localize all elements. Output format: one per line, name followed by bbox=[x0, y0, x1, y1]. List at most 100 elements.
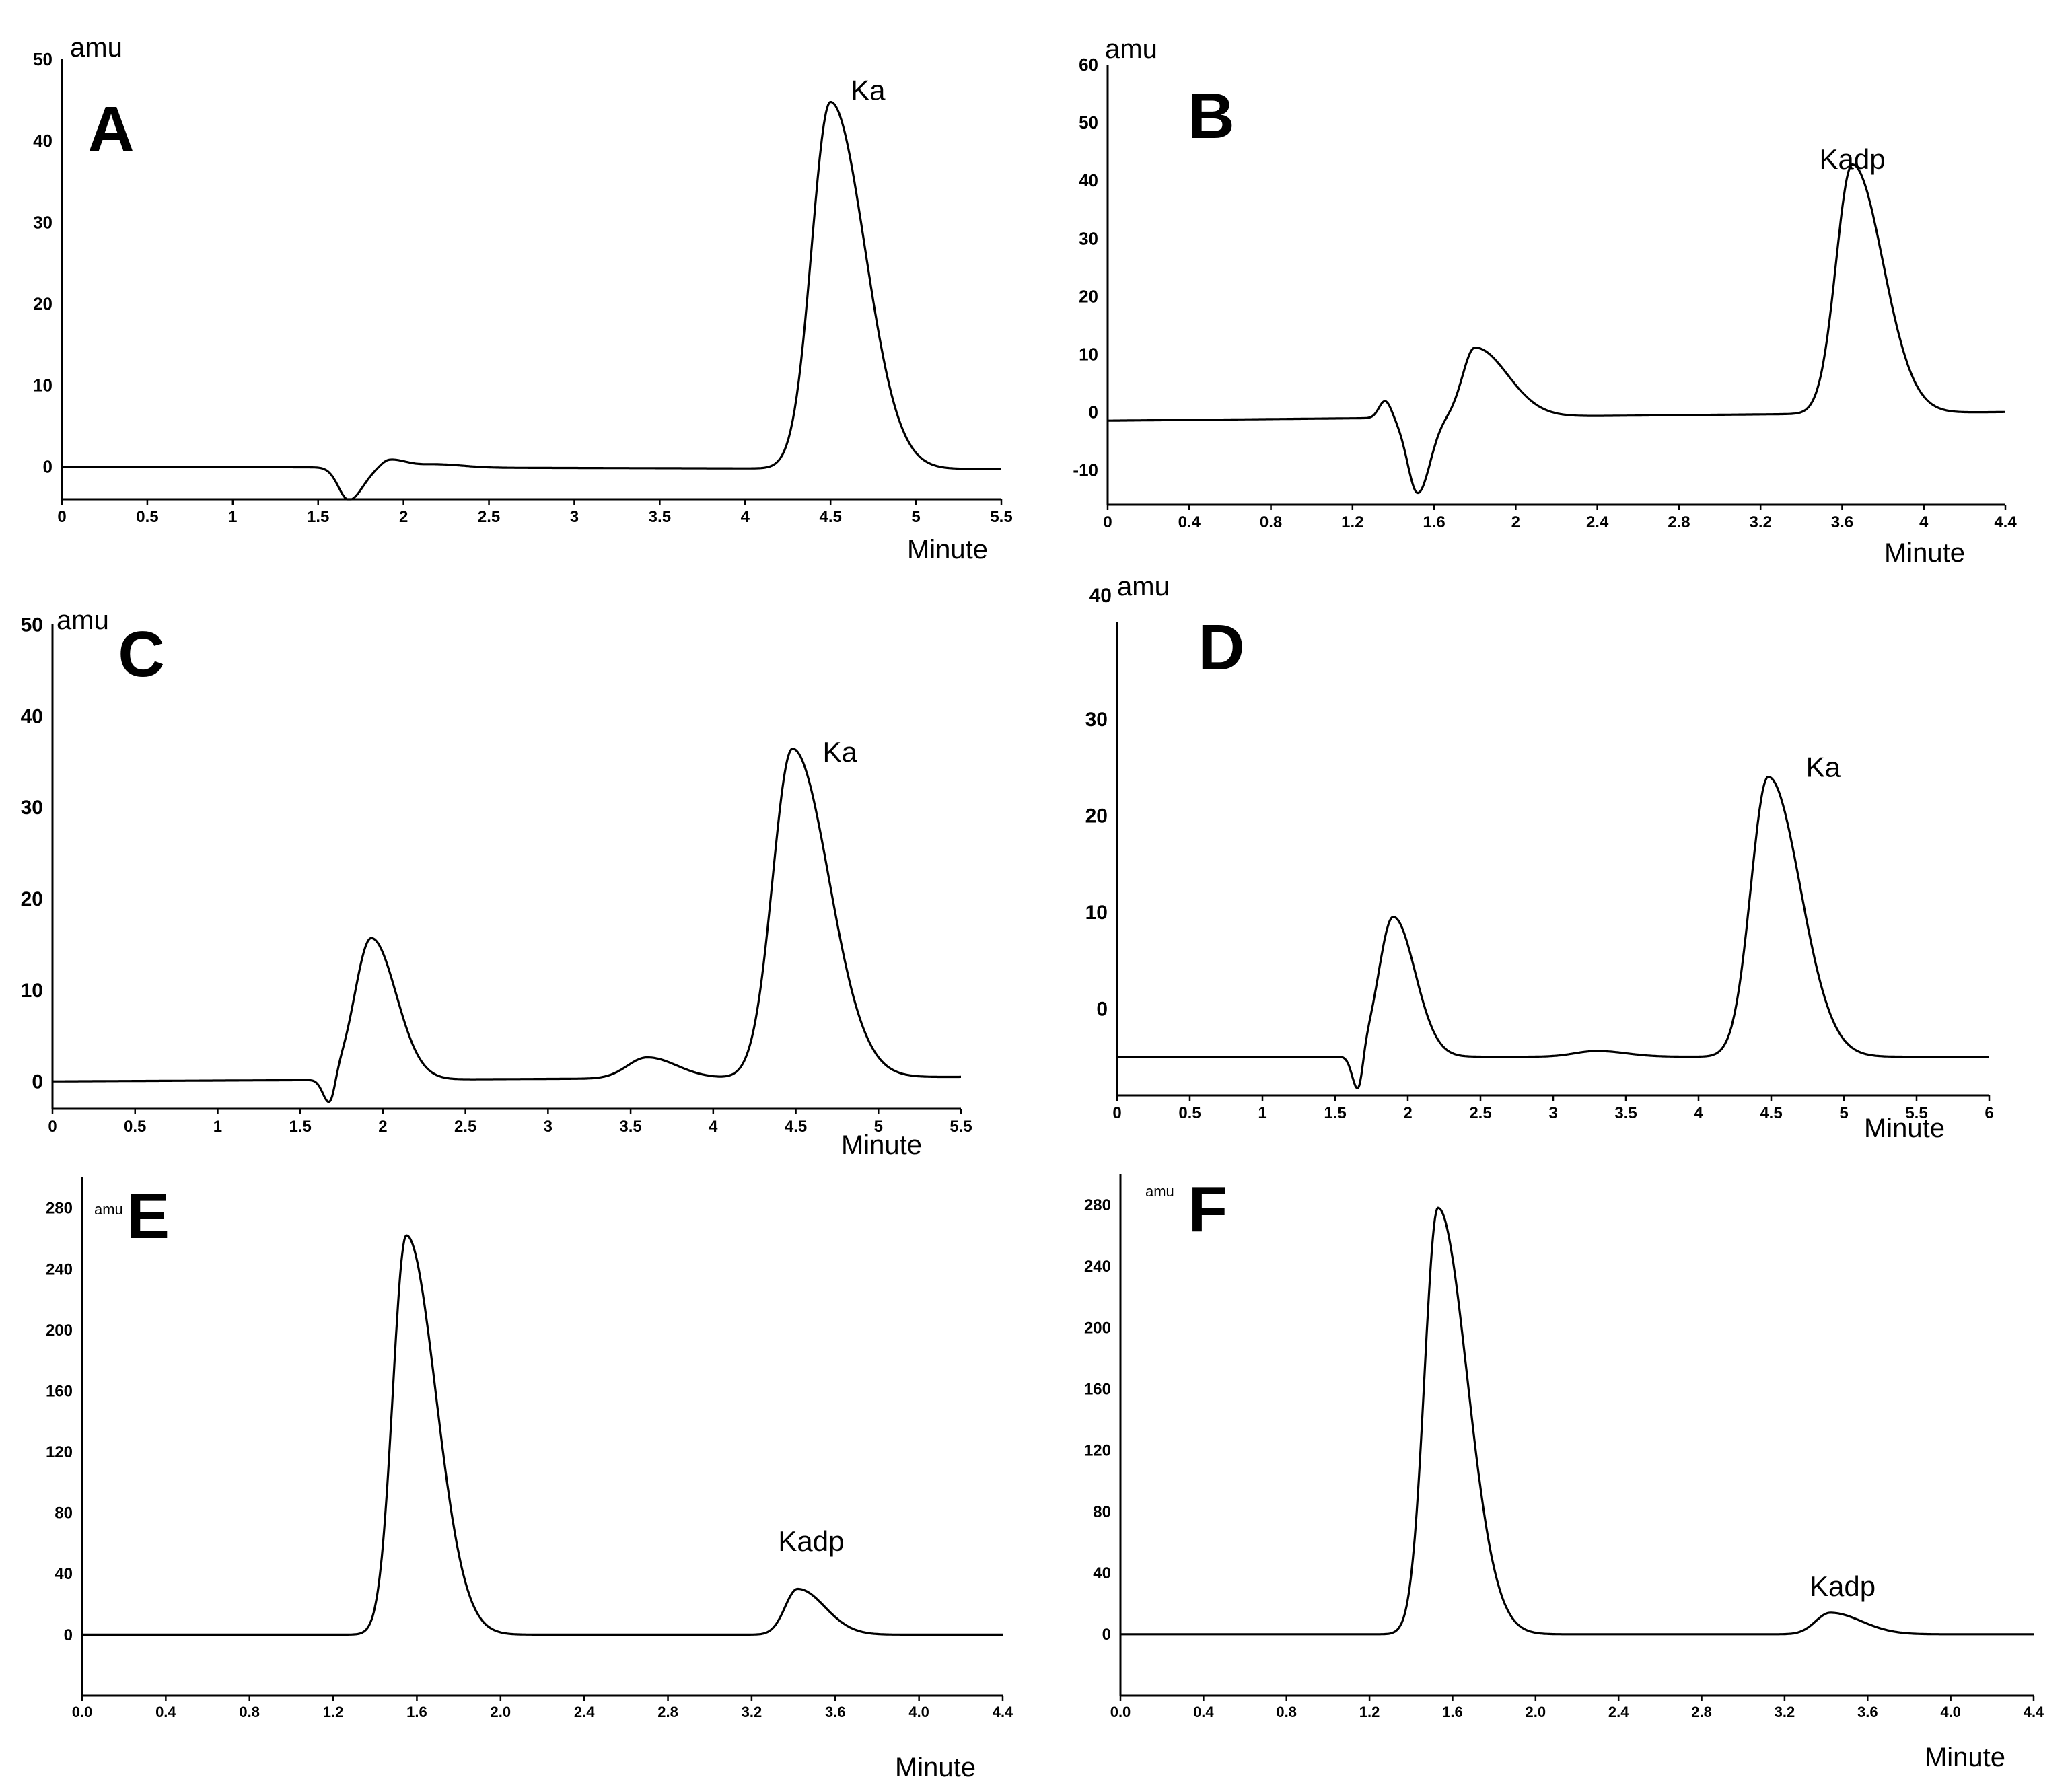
chart-panel-a: 0 0.5 1 1.5 2 2.5 3 3.5 4 4.5 5 5.5 0 10 20 30 40 50 amu A M… bbox=[33, 33, 1013, 565]
y-tick-label: 80 bbox=[1093, 1503, 1111, 1521]
y-tick-label: 50 bbox=[1079, 112, 1098, 133]
x-tick-label: 1.6 bbox=[1423, 513, 1445, 532]
y-tick-label: 30 bbox=[1079, 228, 1098, 248]
x-tick-label: 3.5 bbox=[649, 508, 671, 526]
y-tick-label: 20 bbox=[1085, 805, 1108, 827]
x-tick-label: 4.4 bbox=[2024, 1704, 2044, 1720]
y-tick-label: 0 bbox=[64, 1626, 73, 1644]
x-tick-label: 0.5 bbox=[124, 1118, 146, 1136]
x-tick-label: 1.6 bbox=[1442, 1704, 1463, 1720]
y-unit-label: amu bbox=[94, 1201, 123, 1218]
x-tick-label: 0 bbox=[48, 1118, 57, 1136]
chromatogram-trace bbox=[62, 101, 1001, 501]
x-tick-label: 2.0 bbox=[1526, 1704, 1546, 1720]
panel-letter: B bbox=[1188, 80, 1234, 152]
y-tick-label: 40 bbox=[21, 705, 43, 727]
x-tick-label: 0.4 bbox=[1193, 1704, 1214, 1720]
x-tick-label: 0.4 bbox=[1178, 513, 1201, 532]
y-tick-label: 0 bbox=[1102, 1626, 1111, 1644]
x-tick-label: 3 bbox=[570, 508, 579, 526]
chromatogram-trace bbox=[81, 1234, 1003, 1636]
y-tick-label: 40 bbox=[1079, 170, 1098, 190]
x-tick-label: 3.2 bbox=[742, 1704, 762, 1720]
y-unit-label: amu bbox=[57, 606, 109, 635]
y-tick-label: 20 bbox=[1079, 286, 1098, 306]
y-tick-label: 160 bbox=[1084, 1381, 1111, 1399]
y-tick-label: 200 bbox=[1084, 1319, 1111, 1337]
y-tick-label: 10 bbox=[1079, 344, 1098, 364]
x-tick-label: 1 bbox=[213, 1118, 222, 1136]
x-tick-label: 3 bbox=[1548, 1104, 1557, 1122]
x-tick-label: 4.4 bbox=[993, 1704, 1013, 1720]
y-tick-label: 40 bbox=[55, 1565, 73, 1583]
panel-letter: E bbox=[127, 1180, 170, 1252]
x-axis-label: Minute bbox=[1884, 538, 1965, 568]
chart-panel-d: 0 0.5 1 1.5 2 2.5 3 3.5 4 4.5 5 5.5 6 0 10 20 30 40 amu D Mi… bbox=[1085, 572, 1994, 1143]
y-tick-label: 40 bbox=[33, 131, 52, 151]
y-tick-label: 200 bbox=[46, 1321, 73, 1340]
x-tick-label: 3.5 bbox=[1614, 1104, 1637, 1122]
x-tick-label: 3.6 bbox=[1857, 1704, 1878, 1720]
x-axis-label: Minute bbox=[1925, 1743, 2005, 1772]
x-tick-label: 0.8 bbox=[239, 1704, 260, 1720]
y-tick-label: 0 bbox=[1089, 402, 1098, 422]
x-tick-label: 1.2 bbox=[323, 1704, 344, 1720]
x-tick-label: 0.0 bbox=[1110, 1704, 1131, 1720]
x-tick-label: 4 bbox=[741, 508, 750, 526]
x-tick-label: 2.4 bbox=[574, 1704, 595, 1720]
x-tick-label: 4.0 bbox=[1940, 1704, 1961, 1720]
chart-panel-b: 0 0.4 0.8 1.2 1.6 2 2.4 2.8 3.2 3.6 4 4.4 -10 0 10 20 30… bbox=[1073, 34, 2017, 568]
y-tick-label: 80 bbox=[55, 1504, 73, 1523]
x-tick-label: 2.8 bbox=[657, 1704, 678, 1720]
y-tick-label: 0 bbox=[32, 1071, 43, 1093]
y-tick-label: 0 bbox=[43, 457, 52, 477]
panel-letter: F bbox=[1188, 1173, 1228, 1245]
x-tick-label: 3.5 bbox=[619, 1118, 641, 1136]
y-tick-label: 40 bbox=[1089, 585, 1112, 607]
y-tick-label: 120 bbox=[1084, 1442, 1111, 1460]
x-tick-label: 4 bbox=[1919, 513, 1929, 532]
x-tick-label: 4.0 bbox=[908, 1704, 929, 1720]
x-tick-label: 5 bbox=[911, 508, 920, 526]
x-tick-label: 0.0 bbox=[72, 1704, 93, 1720]
y-tick-label: 10 bbox=[1085, 902, 1108, 924]
y-tick-label: 40 bbox=[1093, 1564, 1111, 1582]
x-tick-label: 0 bbox=[1112, 1104, 1121, 1122]
y-tick-label: 120 bbox=[46, 1443, 73, 1461]
y-tick-label: -10 bbox=[1073, 460, 1098, 480]
y-tick-label: 30 bbox=[33, 212, 52, 232]
x-tick-label: 1 bbox=[1258, 1104, 1266, 1122]
x-tick-label: 3.6 bbox=[1831, 513, 1853, 532]
x-axis-label: Minute bbox=[1864, 1114, 1945, 1143]
x-tick-label: 0.5 bbox=[1178, 1104, 1201, 1122]
y-unit-label: amu bbox=[1145, 1183, 1174, 1200]
x-tick-label: 2.0 bbox=[491, 1704, 511, 1720]
x-tick-label: 5.5 bbox=[950, 1118, 972, 1136]
chart-panel-e: 0.0 0.4 0.8 1.2 1.6 2.0 2.4 2.8 3.2 3.6 4.0 4.4 0 40 8… bbox=[46, 1177, 1013, 1782]
x-tick-label: 1.6 bbox=[406, 1704, 427, 1720]
x-tick-label: 2 bbox=[399, 508, 408, 526]
x-tick-label: 6 bbox=[1985, 1104, 1993, 1122]
y-tick-label: 0 bbox=[1096, 998, 1108, 1020]
y-unit-label: amu bbox=[1117, 572, 1170, 602]
y-unit-label: amu bbox=[70, 33, 122, 63]
x-tick-label: 0.5 bbox=[136, 508, 158, 526]
chromatogram-trace bbox=[1107, 163, 2006, 495]
x-tick-label: 4.5 bbox=[1760, 1104, 1782, 1122]
y-tick-label: 160 bbox=[46, 1382, 73, 1400]
chart-panel-c: 0 0.5 1 1.5 2 2.5 3 3.5 4 4.5 5 5.5 0 10 20 30 40 50 amu C M… bbox=[21, 606, 972, 1160]
panel-letter: C bbox=[118, 618, 164, 690]
x-tick-label: 3.6 bbox=[825, 1704, 846, 1720]
chromatogram-trace bbox=[1116, 776, 1990, 1089]
x-tick-label: 1.5 bbox=[1324, 1104, 1346, 1122]
y-tick-label: 240 bbox=[46, 1260, 73, 1278]
y-unit-label: amu bbox=[1105, 34, 1157, 64]
x-tick-label: 0.4 bbox=[155, 1704, 176, 1720]
x-tick-label: 5 bbox=[1839, 1104, 1848, 1122]
x-tick-label: 2 bbox=[1511, 513, 1520, 532]
peak-label: Kadp bbox=[1820, 143, 1886, 175]
x-tick-label: 4 bbox=[1694, 1104, 1703, 1122]
x-tick-label: 1.5 bbox=[289, 1118, 311, 1136]
x-tick-label: 3.2 bbox=[1749, 513, 1771, 532]
chromatogram-trace bbox=[1120, 1206, 2034, 1636]
